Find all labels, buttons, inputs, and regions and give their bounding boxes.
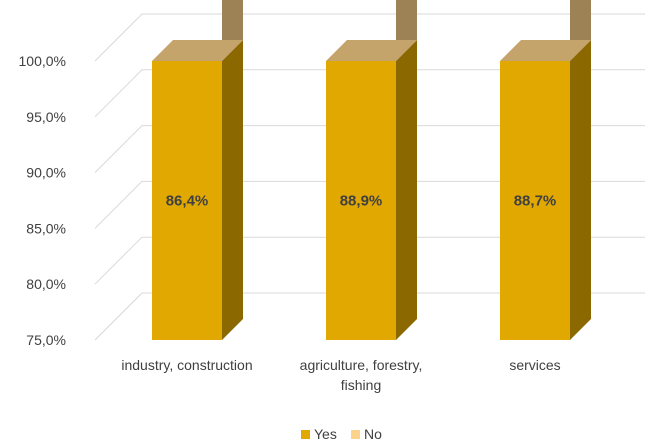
x-category-label: services — [509, 357, 560, 373]
y-tick-label: 90,0% — [26, 165, 66, 181]
y-tick-label: 85,0% — [26, 220, 66, 236]
gridline — [94, 13, 645, 62]
legend-swatch — [301, 430, 310, 439]
grid-layer — [94, 13, 645, 341]
legend-swatch — [351, 430, 360, 439]
bar-no-0 — [152, 0, 243, 61]
bar-yes-1 — [326, 40, 417, 340]
gridline — [94, 125, 645, 173]
x-axis: industry, construction agriculture, fores… — [121, 357, 560, 393]
data-label-yes-1: 88,9% — [340, 193, 383, 210]
gridline — [94, 236, 645, 285]
data-label-yes-2: 88,7% — [514, 193, 557, 210]
gridline — [94, 69, 645, 118]
bar-yes-0 — [152, 40, 243, 340]
y-axis: 75,0% 80,0% 85,0% 90,0% 95,0% 100,0% — [19, 53, 66, 348]
legend-label: Yes — [314, 426, 337, 442]
bar-no-2 — [500, 0, 591, 61]
x-category-label: industry, construction — [121, 357, 252, 373]
data-labels: 86,4%13,6%88,9%11,1%88,7%11,3% — [166, 193, 557, 210]
y-tick-label: 80,0% — [26, 276, 66, 292]
gridline — [94, 180, 645, 229]
bars — [152, 0, 591, 340]
legend-item-yes: Yes — [301, 426, 337, 442]
y-tick-label: 95,0% — [26, 109, 66, 125]
y-tick-label: 75,0% — [26, 332, 66, 348]
bar-yes-2 — [500, 40, 591, 340]
x-category-label: agriculture, forestry, fishing — [300, 357, 423, 393]
legend: Yes No — [301, 426, 382, 442]
bar-no-1 — [326, 0, 417, 61]
legend-item-no: No — [351, 426, 382, 442]
gridline — [94, 292, 645, 341]
legend-label: No — [364, 426, 382, 442]
data-label-yes-0: 86,4% — [166, 193, 209, 210]
y-tick-label: 100,0% — [19, 53, 66, 69]
